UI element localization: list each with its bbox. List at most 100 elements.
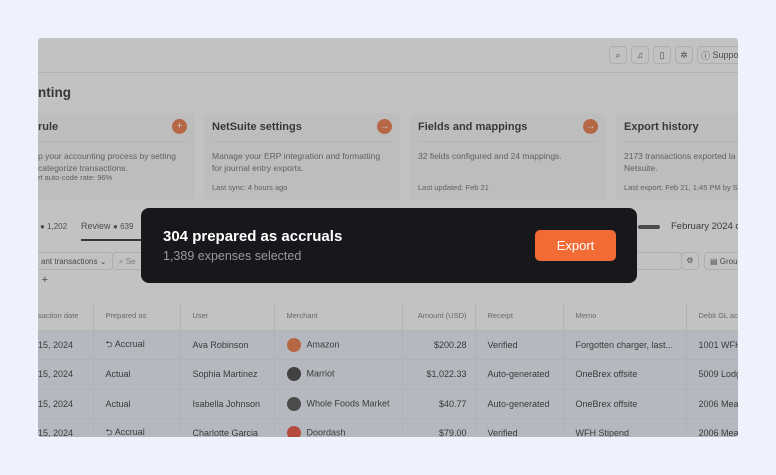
receipt-cell: Auto-generated [475,359,564,390]
column-header[interactable]: Prepared as [93,302,181,331]
card-desc: p your accounting process by setting [38,151,176,161]
bell-icon[interactable]: ♫ [631,46,649,64]
book-icon[interactable]: ▯ [653,46,671,64]
column-header[interactable]: Merchant [274,302,403,331]
plus-icon[interactable]: + [172,119,187,134]
support-label: Support [712,50,738,60]
gl-cell: 1001 WFH [686,330,738,360]
prepared-value: Actual [105,398,131,409]
user-cell: Sophia Martinez [180,359,275,390]
search-placeholder: Se [125,257,136,266]
merchant-logo [286,396,301,411]
amount-cell: $79.00 [402,418,476,437]
user-cell: Charlotte Garcia [180,418,275,437]
card-title: Export history [624,121,738,142]
date-cell: 15, 2024 [38,359,94,390]
support-button[interactable]: ⓘ Support [697,46,738,64]
tab-count: 1,202 [47,222,68,231]
card-title: NetSuite settings [212,121,392,142]
merchant-name: Doordash [306,427,346,437]
column-header[interactable]: Debit GL ac [686,302,738,331]
merchant-cell: Doordash [274,418,403,437]
merchant-cell: Whole Foods Market [274,389,403,419]
memo-cell: WFH Stipend [563,418,687,437]
receipt-cell: Verified [475,330,564,360]
card-rule[interactable]: rule p your accounting process by settin… [38,113,195,200]
view-label: ant transactions [41,257,98,266]
table-row[interactable]: 15, 2024 Actual Sophia Martinez Marriot … [38,359,738,390]
card-desc: 2173 transactions exported la [624,151,736,161]
search-icon[interactable]: ⌕ [609,46,627,64]
group-button[interactable]: ▤ Group [704,252,738,270]
user-cell: Isabella Johnson [180,389,275,419]
card-title: Fields and mappings [418,121,598,142]
bulk-action-toast: 304 prepared as accruals 1,389 expenses … [141,208,637,283]
card-footer: Last updated: Feb 21 [418,183,489,192]
progress-bar [638,225,660,229]
prepared-value: Actual [105,369,131,380]
card-title: rule [38,121,187,142]
receipt-cell: Verified [475,418,564,437]
export-button[interactable]: Export [535,230,616,261]
tab-all[interactable]: ● 1,202 [40,222,68,231]
gl-cell: 5009 Lodg [686,359,738,390]
prepared-cell: ⮌ Accrual [93,418,181,437]
column-header[interactable]: User [180,302,275,331]
tab-label: Review [81,221,111,231]
prepared-cell: Actual [93,389,181,419]
add-filter-button[interactable]: + [41,274,48,286]
card-fields-and-mappings[interactable]: Fields and mappings 32 fields configured… [410,113,606,200]
merchant-name: Whole Foods Market [306,398,390,409]
prepared-value: Accrual [114,427,145,437]
card-footer: rt auto-code rate: 96% [38,173,113,182]
arrow-right-icon[interactable]: → [583,119,598,134]
amount-cell: $1,022.33 [402,359,476,390]
prepared-cell: ⮌ Accrual [93,330,181,360]
date-cell: 15, 2024 [38,330,94,360]
table-row[interactable]: 15, 2024 ⮌ Accrual Ava Robinson Amazon $… [38,330,738,360]
accrual-icon: ⮌ [105,338,115,349]
accrual-icon: ⮌ [105,427,115,437]
card-desc: Netsuite. [624,163,658,173]
table-row[interactable]: 15, 2024 ⮌ Accrual Charlotte Garcia Door… [38,418,738,437]
merchant-cell: Amazon [274,330,403,360]
merchant-logo [286,426,301,437]
column-header[interactable]: saction date [38,302,94,331]
gl-cell: 2006 Mea [686,418,738,437]
amount-cell: $200.28 [402,330,476,360]
toast-subtitle: 1,389 expenses selected [163,249,302,263]
table-row[interactable]: 15, 2024 Actual Isabella Johnson Whole F… [38,389,738,419]
merchant-name: Amazon [306,339,340,350]
card-footer: Last sync: 4 hours ago [212,183,288,192]
card-export-history[interactable]: Export history 2173 transactions exporte… [616,113,738,200]
date-cell: 15, 2024 [38,389,94,419]
gear-icon[interactable]: ⚙ [681,252,699,270]
column-header[interactable]: Memo [563,302,687,331]
card-desc: for journal entry exports. [212,163,304,173]
column-header[interactable]: Receipt [475,302,564,331]
user-cell: Ava Robinson [180,330,275,360]
page-title: nting [38,85,71,100]
memo-cell: OneBrex offsite [563,389,687,419]
gl-cell: 2006 Mea [686,389,738,419]
tab-count: 639 [120,222,134,231]
card-footer: Last export: Feb 21, 1:45 PM by Su [624,183,738,192]
arrow-right-icon[interactable]: → [377,119,392,134]
column-header[interactable]: Amount (USD) [402,302,476,331]
merchant-logo [286,337,301,352]
group-label: Group [719,257,738,266]
period-label: February 2024 cl [671,221,738,232]
topbar-divider [38,72,738,73]
sparkle-icon[interactable]: ✲ [675,46,693,64]
tab-review[interactable]: Review ● 639 [81,221,141,241]
prepared-cell: Actual [93,359,181,390]
merchant-logo [286,367,301,382]
merchant-cell: Marriot [274,359,403,390]
memo-cell: OneBrex offsite [563,359,687,390]
card-desc: Manage your ERP integration and formatti… [212,151,381,161]
help-icon: ⓘ [701,50,713,61]
amount-cell: $40.77 [402,389,476,419]
date-cell: 15, 2024 [38,418,94,437]
card-netsuite-settings[interactable]: NetSuite settings Manage your ERP integr… [204,113,400,200]
card-desc: 32 fields configured and 24 mappings. [418,151,562,161]
